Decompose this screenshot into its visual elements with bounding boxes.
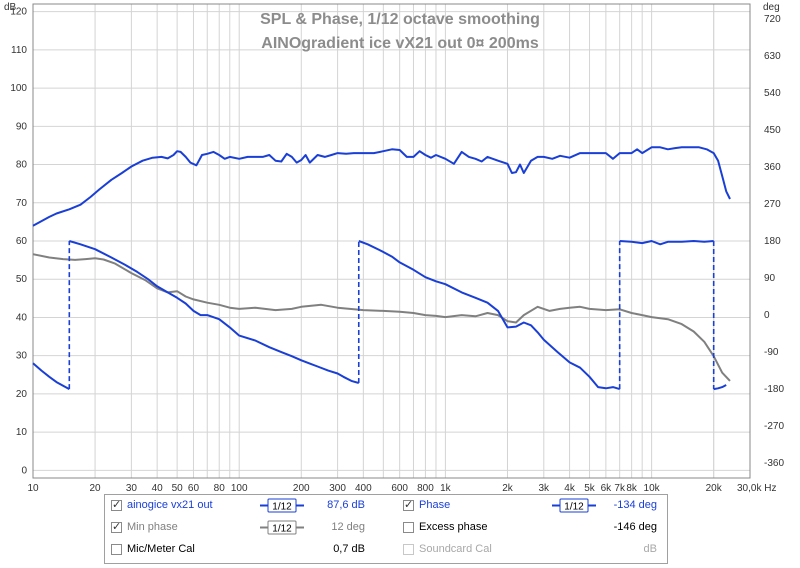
left-tick-label: 20	[16, 389, 28, 400]
left-tick-label: 120	[10, 7, 27, 18]
x-tick-label: 400	[355, 483, 372, 494]
legend-checkbox[interactable]	[111, 520, 122, 533]
phase-segment	[358, 240, 620, 391]
x-tick-label: 600	[391, 483, 408, 494]
left-tick-label: 60	[16, 236, 28, 247]
x-tick-label: 80	[214, 483, 226, 494]
series-layer	[32, 146, 731, 391]
legend-row-soundcard-cal: Soundcard Cal dB	[105, 539, 667, 561]
plot-frame	[32, 3, 751, 479]
series-line-min-phase	[32, 253, 731, 382]
legend-name: Excess phase	[419, 521, 488, 533]
right-tick-label: 630	[764, 51, 781, 62]
x-tick-label: 60	[188, 483, 200, 494]
grid	[32, 4, 751, 478]
legend-checkbox[interactable]	[403, 522, 414, 533]
x-tick-label: 40	[152, 483, 164, 494]
left-axis: 0 10 20 30 40 50 60 70 80 90 100 110 120	[10, 7, 27, 477]
legend-name: Mic/Meter Cal	[127, 543, 195, 555]
svg-text:1/12: 1/12	[272, 502, 292, 513]
x-tick-label: 10k	[644, 483, 661, 494]
right-tick-label: -270	[764, 421, 784, 432]
x-tick-label: 8k	[626, 483, 638, 494]
legend-name: Min phase	[127, 521, 178, 533]
legend-value: -146 deg	[613, 521, 657, 533]
smoothing-selector[interactable]: 1/12	[260, 498, 304, 513]
legend-value: -134 deg	[613, 499, 657, 511]
x-axis: 10 20 30 40 50 60 80 100 200 300 400 600 800 1k 2k 3k 4k…	[27, 483, 776, 494]
left-tick-label: 100	[10, 83, 27, 94]
phase-segment	[32, 362, 70, 390]
x-tick-label: 100	[231, 483, 248, 494]
legend-name: Phase	[419, 499, 451, 511]
left-tick-label: 10	[16, 427, 28, 438]
right-tick-label: 90	[764, 273, 776, 284]
series-line-ainogice-vx21-out	[32, 146, 731, 227]
phase-segment	[619, 240, 714, 246]
x-tick-label: 30,0k Hz	[737, 483, 776, 494]
right-tick-label: -180	[764, 384, 784, 395]
left-tick-label: 0	[21, 465, 27, 476]
smoothing-selector[interactable]: 1/12	[552, 498, 596, 513]
right-tick-label: 450	[764, 125, 781, 136]
left-tick-label: 80	[16, 160, 28, 171]
x-tick-label: 20k	[706, 483, 723, 494]
right-tick-label: -90	[764, 347, 779, 358]
phase-segment	[69, 240, 360, 384]
spl-phase-chart: SPL & Phase, 1/12 octave smoothing AINOg…	[4, 2, 784, 494]
left-axis-unit: dB	[4, 2, 17, 13]
legend-value: dB	[643, 543, 657, 555]
legend-row-phase: Phase 1/12 -134 deg	[105, 495, 667, 517]
x-tick-label: 6k	[601, 483, 613, 494]
left-tick-label: 70	[16, 198, 28, 209]
x-tick-label: 30	[126, 483, 138, 494]
right-tick-label: 180	[764, 236, 781, 247]
legend-row-ainogice-vx21-out: ainogice vx21 out 1/12 87,6 dB	[105, 495, 667, 517]
x-tick-label: 10	[27, 483, 39, 494]
svg-text:1/12: 1/12	[272, 524, 292, 535]
x-tick-label: 300	[329, 483, 346, 494]
legend-name: Soundcard Cal	[419, 543, 492, 555]
legend-checkbox[interactable]	[111, 498, 122, 511]
legend-value: 12 deg	[331, 521, 365, 533]
legend-value: 87,6 dB	[327, 499, 365, 511]
left-tick-label: 40	[16, 312, 28, 323]
x-tick-label: 3k	[539, 483, 551, 494]
x-tick-label: 20	[90, 483, 102, 494]
x-tick-label: 4k	[564, 483, 576, 494]
legend-row-min-phase: Min phase 1/12 12 deg	[105, 517, 667, 539]
right-tick-label: 270	[764, 199, 781, 210]
legend-name: ainogice vx21 out	[127, 499, 213, 511]
legend-checkbox[interactable]	[111, 544, 122, 555]
legend-panel: ainogice vx21 out 1/12 87,6 dB Min phase 1/1…	[104, 494, 668, 564]
smoothing-selector[interactable]: 1/12	[260, 520, 304, 535]
x-tick-label: 50	[172, 483, 184, 494]
x-tick-label: 2k	[502, 483, 514, 494]
legend-row-mic-meter-cal: Mic/Meter Cal 0,7 dB	[105, 539, 667, 561]
x-tick-label: 1k	[440, 483, 452, 494]
x-tick-label: 800	[417, 483, 434, 494]
legend-value: 0,7 dB	[333, 543, 365, 555]
left-tick-label: 50	[16, 274, 28, 285]
right-tick-label: 720	[764, 14, 781, 25]
legend-checkbox	[403, 544, 414, 555]
phase-segment	[713, 384, 727, 391]
x-tick-label: 200	[293, 483, 310, 494]
right-tick-label: 360	[764, 162, 781, 173]
right-axis: -360 -270 -180 -90 0 90 180 270 360 450 540 630 720	[764, 14, 784, 469]
legend-row-excess-phase: Excess phase -146 deg	[105, 517, 667, 539]
right-tick-label: 540	[764, 88, 781, 99]
legend-checkbox[interactable]	[403, 498, 414, 511]
svg-text:1/12: 1/12	[564, 502, 584, 513]
chart-subtitle: AINOgradient ice vX21 out 0¤ 200ms	[261, 35, 539, 52]
left-tick-label: 110	[11, 45, 27, 56]
right-tick-label: -360	[764, 458, 784, 469]
left-tick-label: 30	[16, 351, 28, 362]
x-tick-label: 5k	[584, 483, 596, 494]
left-tick-label: 90	[16, 121, 28, 132]
x-tick-label: 7k	[614, 483, 626, 494]
chart-title: SPL & Phase, 1/12 octave smoothing	[260, 11, 540, 28]
right-axis-unit: deg	[763, 2, 780, 13]
right-tick-label: 0	[764, 310, 770, 321]
